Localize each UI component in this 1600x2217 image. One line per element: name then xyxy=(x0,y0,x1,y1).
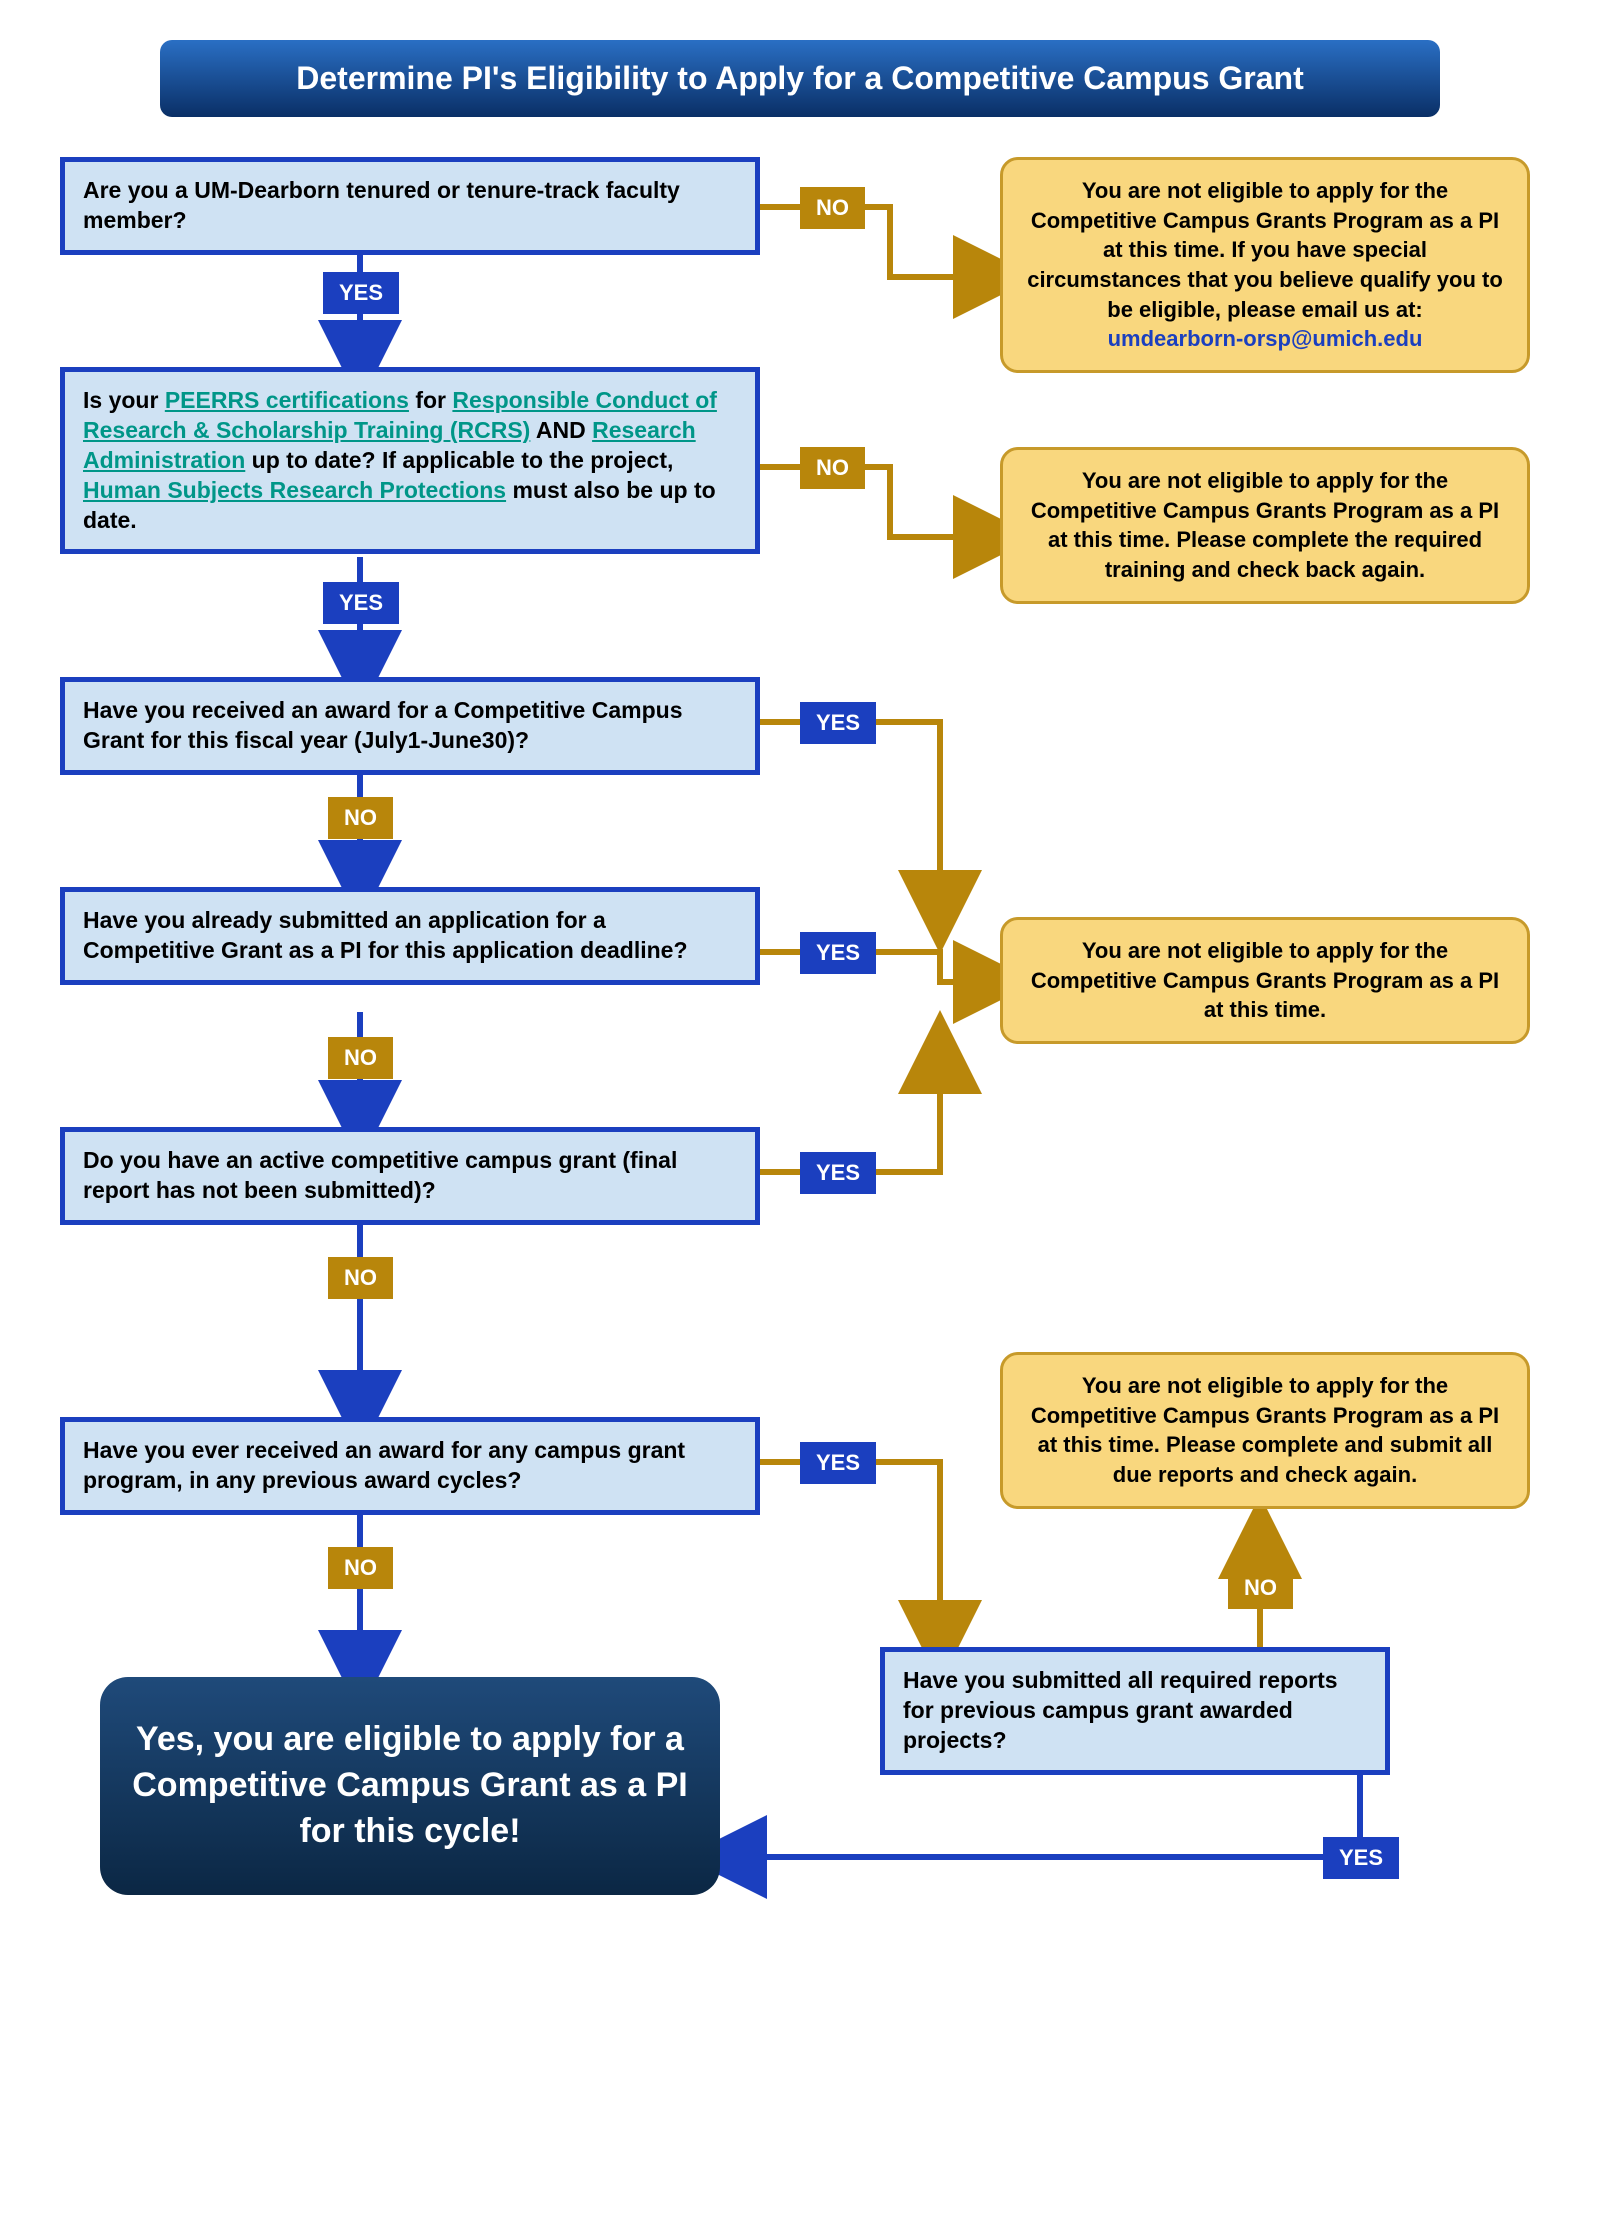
label-no-7: NO xyxy=(1228,1567,1293,1609)
label-yes-1: YES xyxy=(323,272,399,314)
label-yes-4: YES xyxy=(800,932,876,974)
question-faculty: Are you a UM-Dearborn tenured or tenure-… xyxy=(60,157,760,255)
question-active-grant: Do you have an active competitive campus… xyxy=(60,1127,760,1225)
q2-mid3: up to date? If applicable to the project… xyxy=(245,447,673,473)
label-no-4: NO xyxy=(328,1037,393,1079)
result-not-eligible-reports: You are not eligible to apply for the Co… xyxy=(1000,1352,1530,1509)
result-not-eligible-training: You are not eligible to apply for the Co… xyxy=(1000,447,1530,604)
label-yes-3: YES xyxy=(800,702,876,744)
result-eligible: Yes, you are eligible to apply for a Com… xyxy=(100,1677,720,1895)
result-not-eligible-email: You are not eligible to apply for the Co… xyxy=(1000,157,1530,373)
question-certifications: Is your PEERRS certifications for Respon… xyxy=(60,367,760,554)
label-yes-2: YES xyxy=(323,582,399,624)
result-not-eligible: You are not eligible to apply for the Co… xyxy=(1000,917,1530,1044)
label-no-6: NO xyxy=(328,1547,393,1589)
page-title: Determine PI's Eligibility to Apply for … xyxy=(160,40,1440,117)
question-reports-submitted: Have you submitted all required reports … xyxy=(880,1647,1390,1775)
label-yes-7: YES xyxy=(1323,1837,1399,1879)
question-award-this-year: Have you received an award for a Competi… xyxy=(60,677,760,775)
question-already-submitted: Have you already submitted an applicatio… xyxy=(60,887,760,985)
link-peerrs[interactable]: PEERRS certifications xyxy=(165,387,409,413)
label-no-3: NO xyxy=(328,797,393,839)
flowchart-canvas: Are you a UM-Dearborn tenured or tenure-… xyxy=(60,157,1540,2177)
contact-email[interactable]: umdearborn-orsp@umich.edu xyxy=(1108,326,1423,351)
q2-mid2: AND xyxy=(530,417,592,443)
label-no-2: NO xyxy=(800,447,865,489)
r1-text: You are not eligible to apply for the Co… xyxy=(1027,178,1503,322)
label-yes-5: YES xyxy=(800,1152,876,1194)
q2-mid1: for xyxy=(409,387,452,413)
label-no-1: NO xyxy=(800,187,865,229)
q2-pre: Is your xyxy=(83,387,165,413)
question-previous-award: Have you ever received an award for any … xyxy=(60,1417,760,1515)
label-no-5: NO xyxy=(328,1257,393,1299)
label-yes-6: YES xyxy=(800,1442,876,1484)
link-human-subjects[interactable]: Human Subjects Research Protections xyxy=(83,477,506,503)
